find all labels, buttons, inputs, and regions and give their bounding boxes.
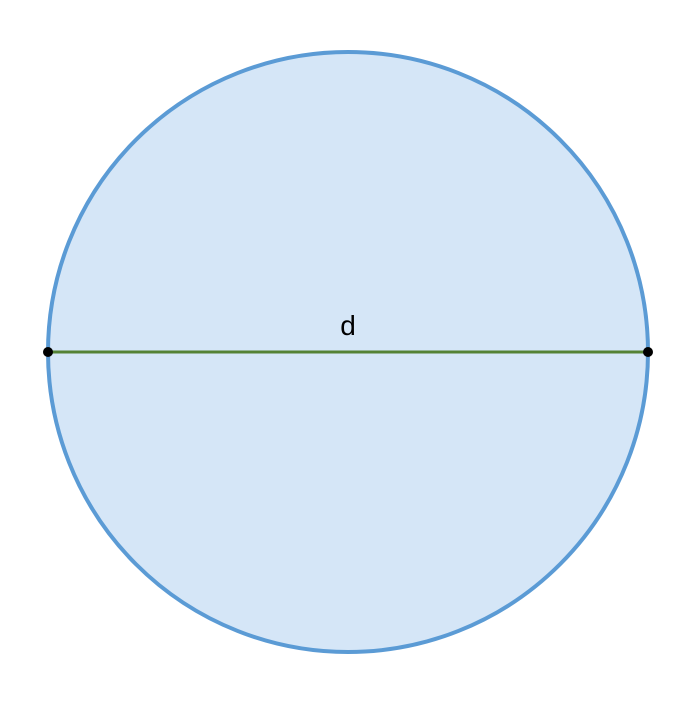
- circle-diameter-diagram: d: [0, 0, 696, 704]
- diagram-svg: d: [0, 0, 696, 704]
- endpoint-left: [43, 347, 53, 357]
- diameter-label: d: [340, 310, 356, 341]
- endpoint-right: [643, 347, 653, 357]
